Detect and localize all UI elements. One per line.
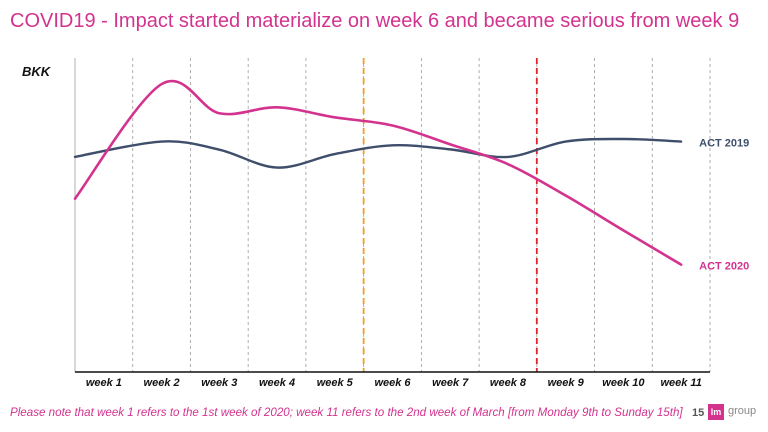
vertical-gridlines [132,58,711,372]
data-point-act-2019 [391,144,393,146]
x-tick-label: week 1 [86,377,122,389]
x-tick-label: week 5 [317,377,354,389]
x-tick-label: week 3 [201,377,237,389]
series-label-act-2019: ACT 2019 [699,138,749,150]
data-point-act-2019 [276,166,278,168]
x-tick-label: week 10 [602,377,645,389]
footnote: Please note that week 1 refers to the 1s… [10,406,683,419]
series-label-act-2020: ACT 2020 [699,261,749,273]
x-tick-label: week 8 [490,377,527,389]
data-point-act-2019 [564,140,566,142]
slide-title: COVID19 - Impact started materialize on … [10,10,740,32]
page-number: 15 [692,407,705,419]
series-line-act-2020 [73,79,683,266]
data-point-act-2019 [334,153,336,155]
x-tick-label: week 9 [548,377,585,389]
series-lines [73,79,683,266]
data-point-act-2020 [507,163,509,165]
series-line-act-2019 [73,137,683,169]
data-point-act-2020 [564,194,566,196]
x-tick-label: week 2 [144,377,180,389]
data-point-act-2020 [680,263,682,265]
data-point-act-2019 [622,138,624,140]
data-point-act-2019 [218,148,220,150]
data-point-act-2019 [160,140,162,142]
logo-word: group [728,405,757,417]
x-tick-label: week 6 [374,377,411,389]
data-point-act-2019 [74,156,76,158]
data-point-act-2020 [160,83,162,85]
data-point-act-2020 [334,116,336,118]
data-point-act-2020 [74,197,76,199]
y-axis-unit-label: BKK [22,64,51,79]
data-point-act-2020 [622,229,624,231]
data-point-act-2019 [449,148,451,150]
logo-mark: lm [708,404,724,420]
data-point-act-2020 [391,124,393,126]
data-point-act-2020 [276,106,278,108]
series-end-labels: ACT 2019 ACT 2020 [699,138,749,273]
week-marker-lines [362,58,538,372]
x-tick-labels: week 1 week 2 week 3 week 4 week 5 week 6 week… [86,377,702,389]
data-point-act-2020 [449,143,451,145]
x-tick-label: week 11 [660,377,701,389]
x-tick-label: week 4 [259,377,295,389]
x-tick-label: week 7 [432,377,469,389]
data-point-act-2020 [218,112,220,114]
data-point-act-2019 [680,140,682,142]
data-point-act-2019 [507,156,509,158]
